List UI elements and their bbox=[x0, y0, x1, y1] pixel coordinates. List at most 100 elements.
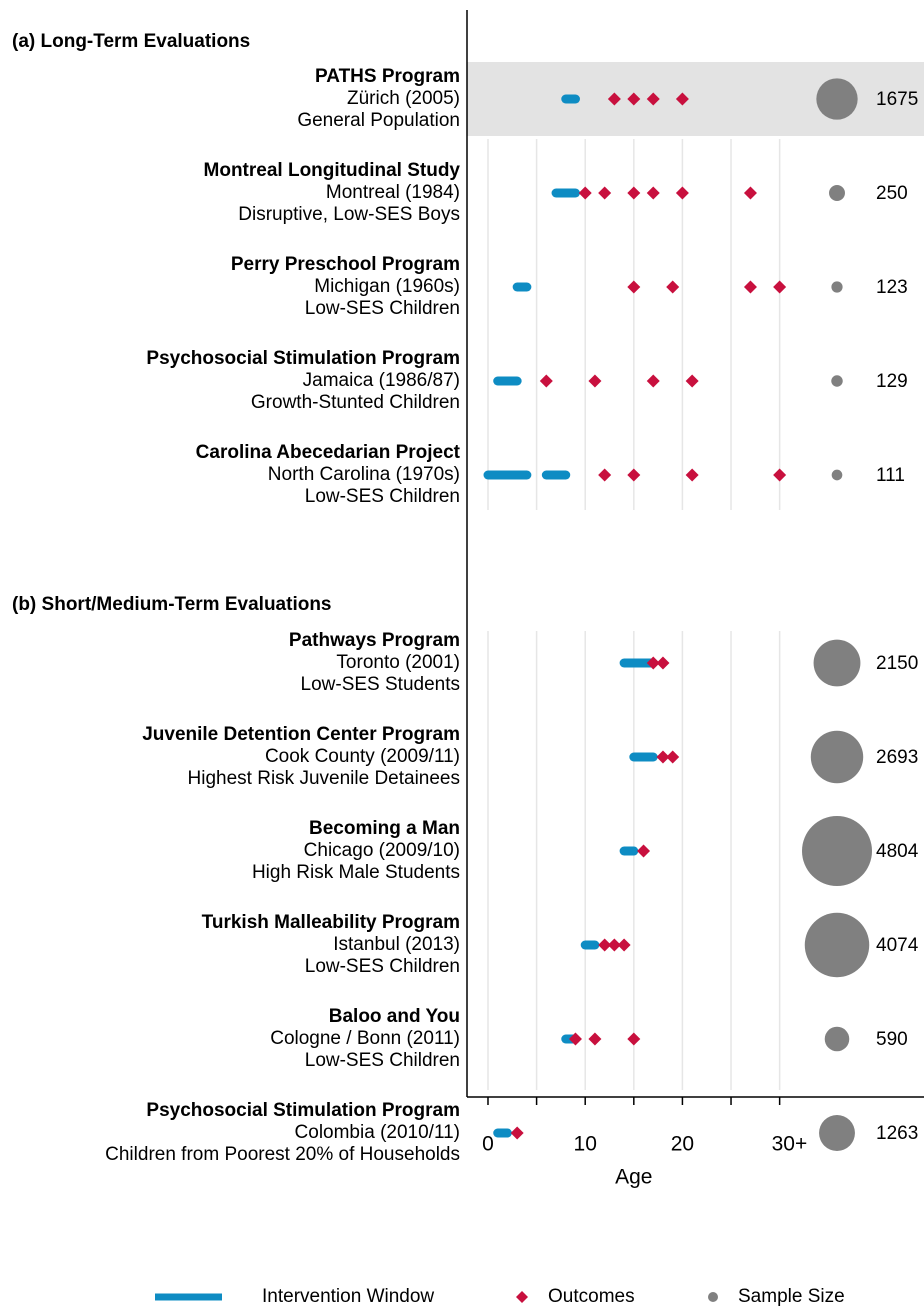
outcome-marker bbox=[637, 844, 651, 858]
x-tick-label: 10 bbox=[574, 1133, 597, 1156]
outcome-marker bbox=[607, 92, 621, 106]
sample-size-label: 590 bbox=[876, 1029, 908, 1050]
outcome-marker bbox=[773, 468, 787, 482]
outcome-marker bbox=[588, 374, 602, 388]
outcome-marker bbox=[617, 938, 631, 952]
x-axis-label: Age bbox=[615, 1166, 652, 1189]
sample-size-bubble bbox=[802, 816, 872, 886]
outcome-marker bbox=[656, 750, 670, 764]
sample-size-bubble bbox=[824, 1026, 850, 1052]
sample-size-bubble bbox=[831, 375, 843, 387]
program-name: Psychosocial Stimulation Program bbox=[146, 348, 460, 369]
sample-size-bubble bbox=[831, 281, 843, 293]
outcome-marker bbox=[588, 1032, 602, 1046]
program-location: Cook County (2009/11) bbox=[265, 746, 460, 767]
section-title: (b) Short/Medium-Term Evaluations bbox=[12, 594, 332, 615]
program-name: Juvenile Detention Center Program bbox=[142, 724, 460, 745]
program-location: North Carolina (1970s) bbox=[268, 464, 460, 485]
sample-size-label: 1675 bbox=[876, 89, 918, 110]
outcome-marker bbox=[627, 92, 641, 106]
outcome-marker bbox=[666, 750, 680, 764]
outcome-marker bbox=[675, 92, 689, 106]
outcome-marker bbox=[627, 280, 641, 294]
sample-size-label: 4804 bbox=[876, 841, 919, 862]
program-name: Becoming a Man bbox=[309, 818, 460, 839]
sample-size-bubble bbox=[831, 469, 843, 481]
outcome-marker bbox=[539, 374, 553, 388]
program-population: Low-SES Children bbox=[305, 298, 460, 319]
outcome-marker bbox=[743, 280, 757, 294]
outcome-marker bbox=[598, 938, 612, 952]
outcome-marker bbox=[646, 186, 660, 200]
legend-outcomes-swatch bbox=[516, 1291, 528, 1303]
sample-size-bubble bbox=[804, 912, 870, 978]
program-population: Growth-Stunted Children bbox=[251, 392, 460, 413]
legend-sample-size-swatch bbox=[708, 1292, 718, 1302]
program-location: Chicago (2009/10) bbox=[304, 840, 460, 861]
program-name: Baloo and You bbox=[329, 1006, 460, 1027]
program-name: Montreal Longitudinal Study bbox=[204, 160, 461, 181]
outcome-marker bbox=[578, 186, 592, 200]
sample-size-label: 123 bbox=[876, 277, 908, 298]
sample-size-label: 1263 bbox=[876, 1123, 918, 1144]
outcome-marker bbox=[685, 468, 699, 482]
program-location: Jamaica (1986/87) bbox=[303, 370, 460, 391]
program-location: Michigan (1960s) bbox=[314, 276, 460, 297]
outcome-marker bbox=[568, 1032, 582, 1046]
sample-size-bubble bbox=[829, 185, 845, 201]
program-name: Pathways Program bbox=[289, 630, 460, 651]
x-tick-label: 30+ bbox=[772, 1133, 808, 1156]
program-location: Toronto (2001) bbox=[336, 652, 460, 673]
grid bbox=[487, 139, 781, 1090]
sample-size-bubble bbox=[810, 730, 864, 784]
outcome-marker bbox=[675, 186, 689, 200]
outcome-marker bbox=[627, 186, 641, 200]
program-population: Highest Risk Juvenile Detainees bbox=[188, 768, 460, 789]
outcome-marker bbox=[510, 1126, 524, 1140]
outcome-marker bbox=[627, 1032, 641, 1046]
program-location: Colombia (2010/11) bbox=[295, 1122, 460, 1143]
program-name: Psychosocial Stimulation Program bbox=[146, 1100, 460, 1121]
program-population: Low-SES Students bbox=[301, 674, 460, 695]
sample-size-label: 2150 bbox=[876, 653, 918, 674]
program-name: PATHS Program bbox=[315, 66, 460, 87]
program-location: Zürich (2005) bbox=[347, 88, 460, 109]
program-population: Low-SES Children bbox=[305, 486, 460, 507]
sample-size-bubble bbox=[819, 1115, 855, 1151]
outcome-marker bbox=[646, 92, 660, 106]
legend-sample-size-label: Sample Size bbox=[738, 1286, 845, 1307]
outcome-marker bbox=[773, 280, 787, 294]
program-population: Children from Poorest 20% of Households bbox=[105, 1144, 460, 1165]
outcome-marker bbox=[607, 938, 621, 952]
program-name: Carolina Abecedarian Project bbox=[196, 442, 461, 463]
program-population: High Risk Male Students bbox=[252, 862, 460, 883]
program-location: Montreal (1984) bbox=[326, 182, 460, 203]
outcome-marker bbox=[656, 656, 670, 670]
program-population: Low-SES Children bbox=[305, 1050, 460, 1071]
sample-size-bubble bbox=[813, 639, 861, 687]
program-name: Turkish Malleability Program bbox=[202, 912, 460, 933]
sample-size-label: 2693 bbox=[876, 747, 918, 768]
legend-intervention-label: Intervention Window bbox=[262, 1286, 434, 1307]
sample-size-label: 4074 bbox=[876, 935, 919, 956]
section-title: (a) Long-Term Evaluations bbox=[12, 31, 250, 52]
sample-size-label: 129 bbox=[876, 371, 908, 392]
x-tick-label: 20 bbox=[671, 1133, 694, 1156]
outcome-marker bbox=[743, 186, 757, 200]
outcome-marker bbox=[598, 186, 612, 200]
outcome-marker bbox=[627, 468, 641, 482]
outcome-marker bbox=[666, 280, 680, 294]
legend-outcomes-label: Outcomes bbox=[548, 1286, 635, 1307]
outcome-marker bbox=[646, 656, 660, 670]
outcome-marker bbox=[598, 468, 612, 482]
outcome-marker bbox=[685, 374, 699, 388]
x-tick-label: 0 bbox=[482, 1133, 494, 1156]
program-location: Cologne / Bonn (2011) bbox=[270, 1028, 460, 1049]
program-name: Perry Preschool Program bbox=[231, 254, 460, 275]
program-population: Disruptive, Low-SES Boys bbox=[238, 204, 460, 225]
outcome-marker bbox=[646, 374, 660, 388]
sample-size-label: 111 bbox=[876, 465, 905, 486]
sample-size-label: 250 bbox=[876, 183, 908, 204]
sample-size-bubble bbox=[816, 78, 858, 120]
program-population: Low-SES Children bbox=[305, 956, 460, 977]
